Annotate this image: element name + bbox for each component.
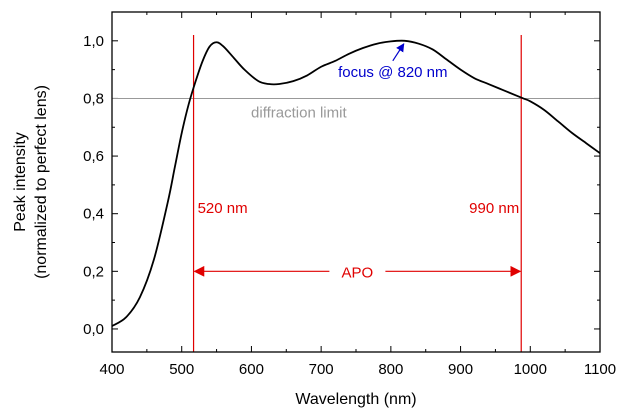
plot-frame xyxy=(111,11,601,353)
x-tick-label: 700 xyxy=(309,361,334,378)
x-tick-label: 1100 xyxy=(584,361,616,378)
x-tick-label: 800 xyxy=(378,361,403,378)
x-tick-label: 900 xyxy=(448,361,473,378)
x-tick-label: 400 xyxy=(99,361,124,378)
y-axis-title-line1: Peak intensity xyxy=(12,132,29,232)
y-tick-label: 1,0 xyxy=(83,33,104,50)
x-tick-label: 500 xyxy=(169,361,194,378)
y-tick-label: 0,8 xyxy=(83,90,104,107)
y-tick-label: 0,0 xyxy=(83,321,104,338)
diffraction-limit-label: diffraction limit xyxy=(251,104,347,121)
focus-arrow xyxy=(392,43,405,62)
x-axis-title: Wavelength (nm) xyxy=(295,391,416,408)
apo-label: APO xyxy=(342,264,374,281)
wavelength-marker-label: 990 nm xyxy=(469,200,519,217)
series-line xyxy=(111,39,601,327)
y-tick-label: 0,2 xyxy=(83,263,104,280)
wavelength-marker-label: 520 nm xyxy=(198,200,248,217)
x-tick-label: 1000 xyxy=(514,361,547,378)
y-axis-title-line2: (normalized to perfect lens) xyxy=(33,85,50,279)
focus-label: focus @ 820 nm xyxy=(338,64,447,81)
x-tick-label: 600 xyxy=(239,361,264,378)
y-tick-label: 0,6 xyxy=(83,148,104,165)
y-tick-label: 0,4 xyxy=(83,206,104,223)
